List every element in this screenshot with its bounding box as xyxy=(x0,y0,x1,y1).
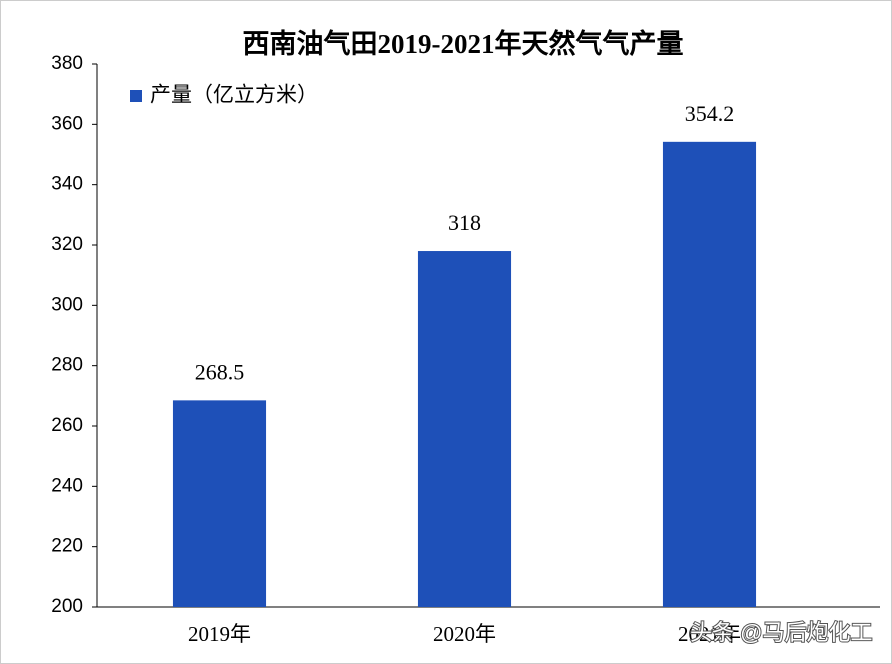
x-tick-label: 2020年 xyxy=(433,622,496,646)
bar xyxy=(417,251,512,608)
bar xyxy=(172,400,267,607)
y-tick-label: 340 xyxy=(51,174,83,195)
y-tick-label: 200 xyxy=(51,596,83,617)
y-tick-label: 220 xyxy=(51,536,83,557)
y-tick-label: 260 xyxy=(51,415,83,436)
legend-label: 产量（亿立方米） xyxy=(150,84,318,107)
value-label: 354.2 xyxy=(685,101,735,126)
y-tick-label: 300 xyxy=(51,294,83,315)
watermark: 头条 @马后炮化工 xyxy=(690,620,872,645)
y-tick-label: 280 xyxy=(51,355,83,376)
x-tick-label: 2019年 xyxy=(188,622,251,646)
value-label: 268.5 xyxy=(195,359,245,384)
chart-title: 西南油气田2019-2021年天然气气产量 xyxy=(243,28,684,59)
bar xyxy=(662,141,757,607)
y-tick-label: 380 xyxy=(51,53,83,74)
y-tick-label: 320 xyxy=(51,234,83,255)
y-tick-label: 240 xyxy=(51,475,83,496)
legend-swatch xyxy=(130,90,142,102)
value-label: 318 xyxy=(448,210,481,235)
y-tick-label: 360 xyxy=(51,113,83,134)
x-tick-label: 2021年 xyxy=(678,622,741,646)
